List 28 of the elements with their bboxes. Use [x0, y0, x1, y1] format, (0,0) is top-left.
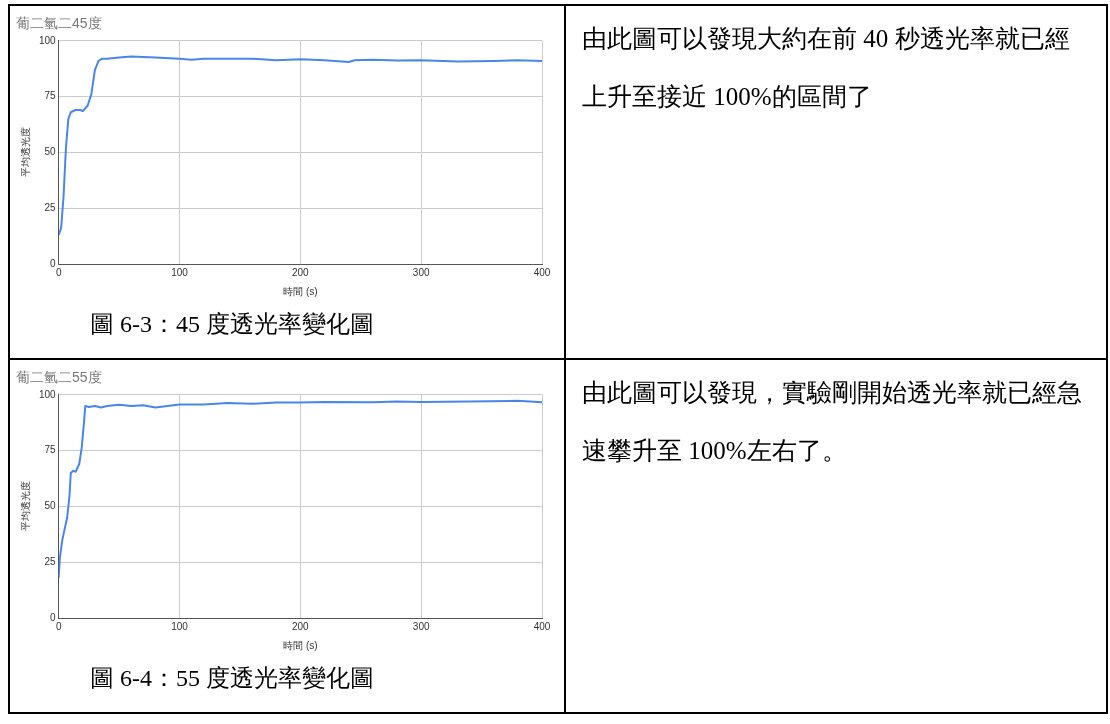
- x-tick-label: 300: [412, 266, 430, 278]
- y-tick-label: 0: [50, 257, 57, 269]
- x-tick-label: 400: [533, 620, 551, 632]
- x-tick-label: 100: [171, 266, 189, 278]
- y-axis-title: 平均透光度: [19, 481, 31, 532]
- x-axis-title: 時間 (s): [283, 639, 318, 651]
- y-axis-title: 平均透光度: [19, 127, 31, 178]
- x-tick-label: 300: [412, 620, 430, 632]
- text: 由此圖可以發現大約在前 40 秒透光率就已經上升至接近 100%的區間了: [582, 25, 1070, 110]
- x-tick-label: 200: [292, 620, 310, 632]
- x-axis-title: 時間 (s): [283, 285, 318, 297]
- y-tick-label: 75: [44, 90, 57, 102]
- y-tick-label: 0: [50, 611, 57, 623]
- y-tick-label: 100: [39, 34, 57, 46]
- y-tick-label: 50: [44, 500, 57, 512]
- y-tick-label: 25: [44, 201, 57, 213]
- y-tick-label: 25: [44, 555, 57, 567]
- y-tick-label: 75: [44, 444, 57, 456]
- chart-title: 葡二氫二45度: [16, 15, 102, 32]
- text: 由此圖可以發現，實驗剛開始透光率就已經急速攀升至 100%左右了。: [582, 379, 1082, 464]
- caption: 圖 6-4：55 度透光率變化圖: [90, 664, 375, 693]
- chart-title: 葡二氫二55度: [16, 369, 102, 386]
- caption: 圖 6-3：45 度透光率變化圖: [90, 310, 375, 339]
- x-tick-label: 200: [292, 266, 310, 278]
- y-tick-label: 100: [39, 388, 57, 400]
- x-tick-label: 400: [533, 266, 551, 278]
- y-tick-label: 50: [44, 146, 57, 158]
- x-tick-label: 100: [171, 620, 189, 632]
